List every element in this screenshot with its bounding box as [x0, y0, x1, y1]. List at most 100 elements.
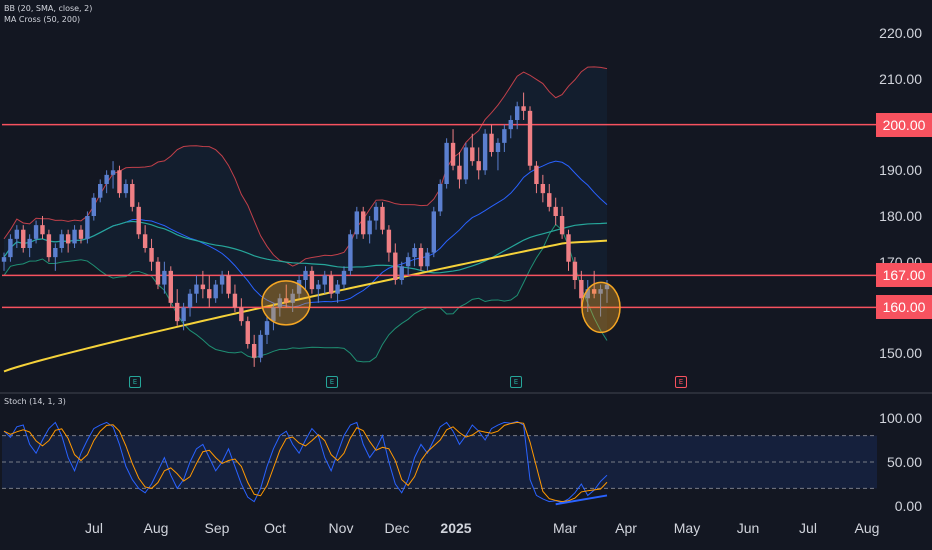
candle-body — [290, 293, 295, 303]
candle-body — [65, 234, 71, 244]
candle-body — [341, 270, 347, 285]
candle-body — [213, 284, 218, 299]
candle-body — [277, 298, 283, 308]
candle-body — [553, 206, 558, 216]
time-label: Apr — [615, 520, 637, 536]
candle-body — [104, 174, 109, 184]
candle-body — [303, 270, 308, 280]
candle-body — [354, 211, 360, 235]
candle-body — [361, 211, 366, 235]
candle-body — [457, 165, 462, 180]
stoch-tick: 0.00 — [894, 498, 922, 514]
candle-body — [386, 229, 392, 253]
candle-body — [219, 275, 225, 285]
time-label: Oct — [264, 520, 286, 536]
candle-body — [393, 252, 398, 280]
candle-body — [566, 234, 571, 262]
candle-body — [482, 133, 488, 171]
candle-body — [98, 184, 103, 198]
candle-body — [110, 170, 116, 175]
time-label: Nov — [328, 520, 354, 536]
candle-body — [335, 284, 340, 294]
candle-body — [21, 229, 26, 248]
candle-body — [91, 197, 97, 216]
level-badge: 160.00 — [876, 295, 932, 320]
stoch-tick: 100.00 — [879, 410, 922, 426]
candle-body — [514, 106, 520, 120]
candle-body — [59, 234, 64, 248]
candle-body — [534, 165, 539, 184]
candle-body — [168, 270, 173, 303]
divergence-line — [555, 494, 608, 506]
candle-body — [78, 229, 84, 239]
candle-body — [309, 270, 315, 290]
candle-body — [316, 284, 321, 290]
time-label: 2025 — [440, 520, 472, 536]
candle-body — [232, 293, 238, 308]
pane-divider[interactable] — [0, 392, 932, 394]
candle-body — [476, 161, 481, 171]
candle-body — [46, 234, 52, 258]
time-label: Aug — [854, 520, 880, 536]
candle-body — [1, 257, 7, 262]
candle-body — [508, 120, 513, 130]
level-badge: 167.00 — [876, 263, 932, 288]
bb-legend[interactable]: BB (20, SMA, close, 2) — [4, 4, 93, 13]
candle-body — [521, 106, 526, 111]
candle-body — [591, 289, 597, 294]
candle-body — [470, 147, 475, 162]
time-label: Jul — [799, 520, 817, 536]
candle-body — [27, 238, 32, 248]
candle-body — [348, 234, 353, 271]
earnings-event-icon[interactable]: E — [129, 376, 141, 388]
candle-body — [14, 229, 20, 239]
candle-body — [194, 284, 199, 294]
candle-body — [264, 321, 270, 335]
candle-body — [8, 238, 13, 258]
ma200-line — [3, 239, 608, 373]
candle-body — [117, 170, 122, 194]
stoch-legend[interactable]: Stoch (14, 1, 3) — [4, 397, 66, 406]
candle-body — [136, 206, 141, 235]
candle-body — [373, 206, 379, 221]
time-label: Aug — [143, 520, 169, 536]
time-label: Sep — [204, 520, 230, 536]
candle-body — [162, 270, 167, 285]
highlight-circle — [261, 280, 311, 326]
candle-body — [149, 248, 154, 262]
bb-lower-band — [3, 223, 608, 363]
candle-body — [33, 225, 39, 239]
level-badge: 200.00 — [876, 112, 932, 137]
candle-body — [547, 193, 552, 207]
highlight-circle — [581, 281, 621, 334]
price-tick: 150.00 — [879, 345, 922, 362]
earnings-event-icon[interactable]: E — [326, 376, 338, 388]
candle-body — [367, 220, 372, 235]
candle-body — [579, 280, 584, 299]
candle-body — [540, 184, 546, 194]
price-tick: 190.00 — [879, 162, 922, 179]
price-tick: 220.00 — [879, 25, 922, 42]
candle-body — [175, 302, 180, 322]
candle-body — [527, 110, 533, 166]
candle-body — [296, 280, 302, 294]
bb-fill — [4, 66, 607, 362]
candle-body — [226, 275, 231, 294]
candle-body — [142, 234, 148, 248]
candle-body — [431, 211, 436, 253]
candle-body — [187, 293, 193, 308]
ma-cross-legend[interactable]: MA Cross (50, 200) — [4, 15, 81, 24]
earnings-event-icon[interactable]: E — [510, 376, 522, 388]
candle-body — [559, 216, 565, 235]
stoch-tick: 50.00 — [886, 454, 922, 470]
candle-body — [444, 142, 449, 184]
candle-body — [72, 229, 77, 244]
time-label: Jul — [85, 520, 103, 536]
candle-body — [495, 142, 501, 152]
bb-upper-band — [3, 66, 608, 267]
candle-body — [328, 275, 334, 294]
candle-body — [207, 289, 212, 299]
earnings-event-icon[interactable]: E — [675, 376, 687, 388]
